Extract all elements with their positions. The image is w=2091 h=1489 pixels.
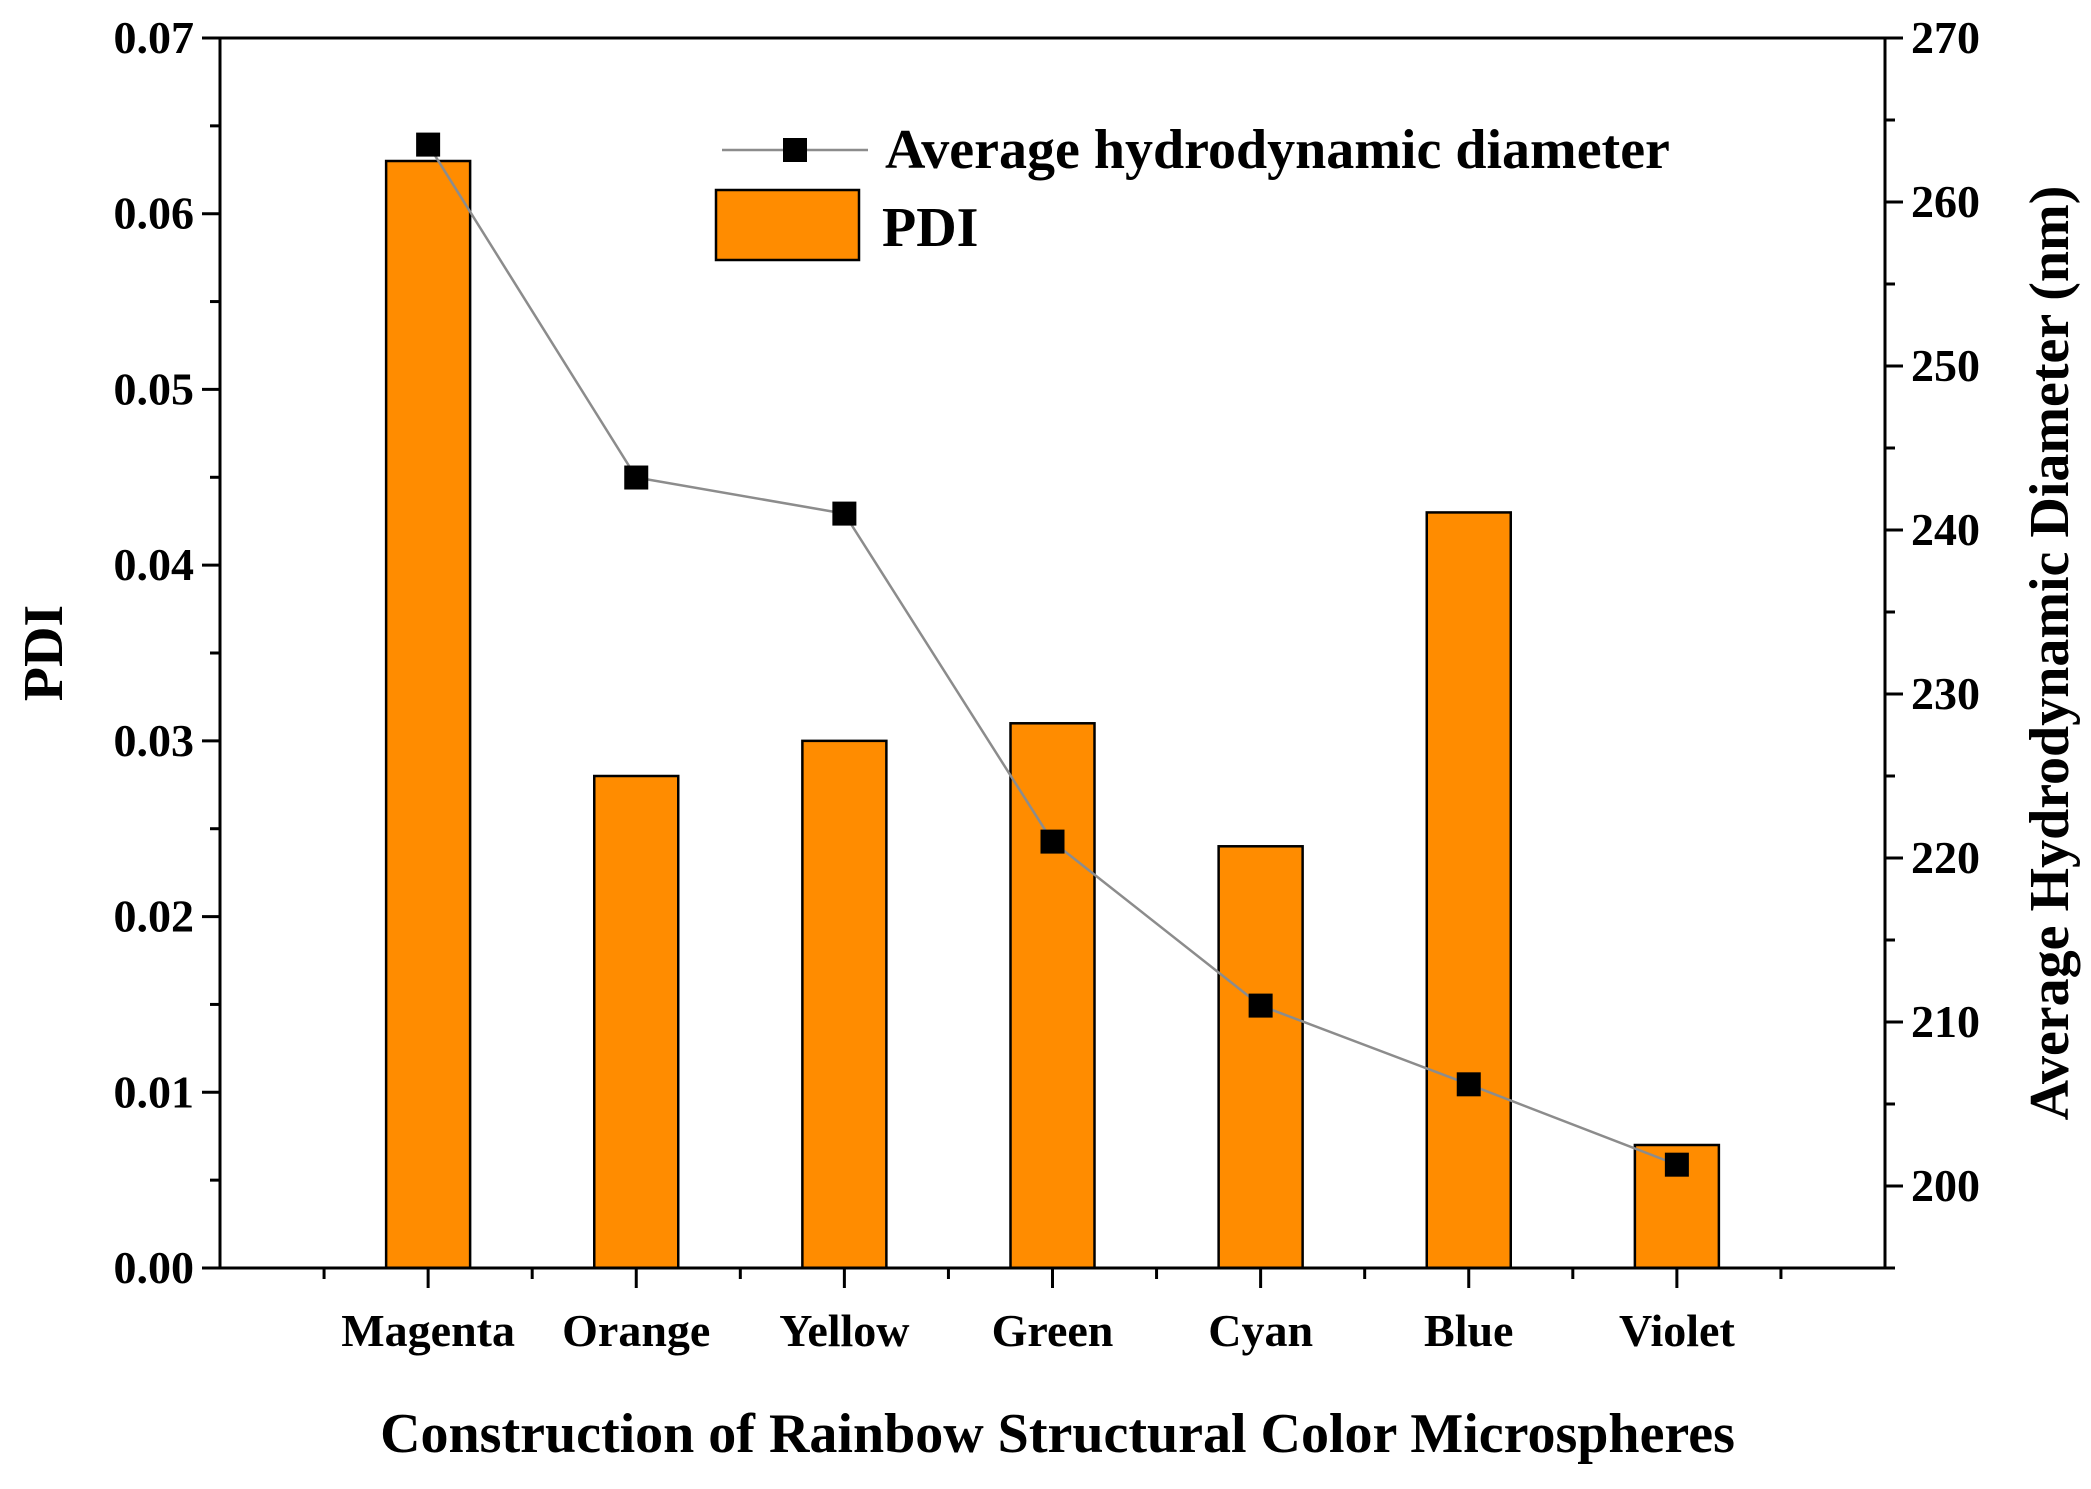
y-tick-label: 0.04: [114, 539, 195, 590]
legend-bar-sample: [714, 188, 861, 262]
x-tick-label-yellow: Yellow: [779, 1305, 909, 1356]
bar-blue: [1425, 511, 1512, 1270]
y2-tick-label: 240: [1911, 504, 1980, 555]
y2-tick-label: 250: [1911, 340, 1980, 391]
legend-label-diameter: Average hydrodynamic diameter: [885, 119, 1670, 181]
x-tick-label-orange: Orange: [562, 1305, 710, 1356]
x-tick-label-green: Green: [992, 1305, 1114, 1356]
y2-tick-label: 200: [1911, 1160, 1980, 1211]
bar-yellow: [801, 739, 888, 1270]
y2-tick-label: 270: [1911, 12, 1980, 63]
bar-orange: [593, 774, 680, 1270]
y2-tick-label: 260: [1911, 176, 1980, 227]
y2-tick-label: 220: [1911, 832, 1980, 883]
diameter-point-green: [1040, 829, 1065, 854]
y-tick-label: 0.02: [114, 891, 195, 942]
y-tick-label: 0.06: [114, 188, 195, 239]
y-tick-label: 0.03: [114, 715, 195, 766]
x-tick-label-magenta: Magenta: [341, 1305, 515, 1356]
x-tick-label-violet: Violet: [1619, 1305, 1735, 1356]
legend-marker-sample: [783, 138, 807, 162]
bar-cyan: [1217, 845, 1304, 1270]
y-axis-title: PDI: [13, 605, 75, 701]
y2-tick-label: 230: [1911, 668, 1980, 719]
x-tick-label-cyan: Cyan: [1208, 1305, 1313, 1356]
y-tick-label: 0.01: [114, 1066, 195, 1117]
diameter-point-cyan: [1248, 993, 1273, 1018]
x-axis-title: Construction of Rainbow Structural Color…: [380, 1403, 1735, 1465]
diameter-point-yellow: [832, 501, 857, 526]
legend-label-pdi: PDI: [882, 197, 978, 259]
y-tick-label: 0.00: [114, 1242, 195, 1293]
diameter-point-magenta: [416, 132, 441, 157]
diameter-point-violet: [1664, 1152, 1689, 1177]
y-tick-label: 0.05: [114, 363, 195, 414]
x-tick-label-blue: Blue: [1424, 1305, 1513, 1356]
bar-magenta: [384, 159, 472, 1270]
diameter-point-orange: [624, 465, 649, 490]
y-tick-label: 0.07: [114, 12, 195, 63]
y2-axis-title: Average Hydrodynamic Diameter (nm): [2019, 186, 2081, 1121]
diameter-point-blue: [1456, 1072, 1481, 1097]
bar-green: [1009, 722, 1096, 1270]
y2-tick-label: 210: [1911, 996, 1980, 1047]
